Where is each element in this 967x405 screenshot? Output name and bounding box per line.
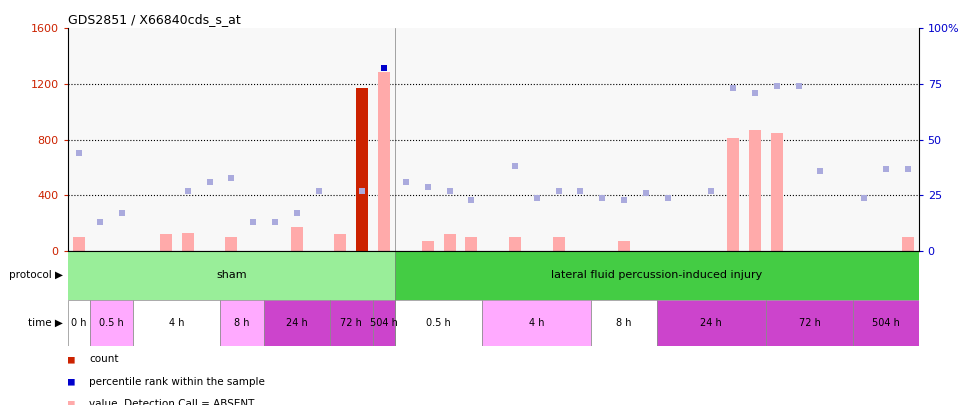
- Text: 4 h: 4 h: [169, 318, 185, 328]
- Text: 72 h: 72 h: [799, 318, 820, 328]
- Bar: [483, 300, 592, 346]
- Text: 24 h: 24 h: [700, 318, 722, 328]
- Bar: [373, 300, 395, 346]
- Text: protocol ▶: protocol ▶: [9, 271, 63, 280]
- Bar: [68, 300, 90, 346]
- Bar: [766, 300, 853, 346]
- Bar: [422, 241, 434, 251]
- Text: 0.5 h: 0.5 h: [426, 318, 451, 328]
- Bar: [220, 300, 264, 346]
- Text: count: count: [89, 354, 119, 364]
- Bar: [853, 300, 919, 346]
- Text: 0 h: 0 h: [71, 318, 86, 328]
- Bar: [902, 237, 914, 251]
- Text: 24 h: 24 h: [286, 318, 308, 328]
- Bar: [264, 300, 330, 346]
- Text: 0.5 h: 0.5 h: [99, 318, 124, 328]
- Bar: [771, 133, 783, 251]
- Bar: [657, 300, 766, 346]
- Bar: [592, 300, 657, 346]
- Bar: [395, 300, 483, 346]
- Bar: [465, 237, 478, 251]
- Text: percentile rank within the sample: percentile rank within the sample: [89, 377, 265, 387]
- Text: sham: sham: [216, 271, 247, 280]
- Text: 72 h: 72 h: [340, 318, 363, 328]
- Bar: [378, 72, 390, 251]
- Bar: [749, 130, 761, 251]
- Text: value, Detection Call = ABSENT: value, Detection Call = ABSENT: [89, 399, 254, 405]
- Bar: [182, 233, 193, 251]
- Bar: [90, 300, 133, 346]
- Bar: [509, 237, 521, 251]
- Text: ■: ■: [68, 399, 81, 405]
- Bar: [291, 228, 303, 251]
- Bar: [727, 139, 739, 251]
- Bar: [160, 234, 172, 251]
- Bar: [335, 234, 346, 251]
- Text: 4 h: 4 h: [529, 318, 544, 328]
- Bar: [618, 241, 630, 251]
- Bar: [225, 237, 237, 251]
- Text: 504 h: 504 h: [872, 318, 900, 328]
- Text: ■: ■: [68, 354, 81, 364]
- Text: 8 h: 8 h: [616, 318, 631, 328]
- Bar: [356, 87, 368, 251]
- Text: 504 h: 504 h: [370, 318, 398, 328]
- Text: time ▶: time ▶: [28, 318, 63, 328]
- Bar: [444, 234, 455, 251]
- Bar: [395, 251, 919, 300]
- Bar: [330, 300, 373, 346]
- Bar: [73, 237, 84, 251]
- Text: 8 h: 8 h: [234, 318, 250, 328]
- Bar: [552, 237, 565, 251]
- Text: GDS2851 / X66840cds_s_at: GDS2851 / X66840cds_s_at: [68, 13, 241, 26]
- Bar: [68, 251, 395, 300]
- Bar: [133, 300, 220, 346]
- Text: ■: ■: [68, 377, 81, 387]
- Bar: [356, 87, 368, 251]
- Text: lateral fluid percussion-induced injury: lateral fluid percussion-induced injury: [551, 271, 762, 280]
